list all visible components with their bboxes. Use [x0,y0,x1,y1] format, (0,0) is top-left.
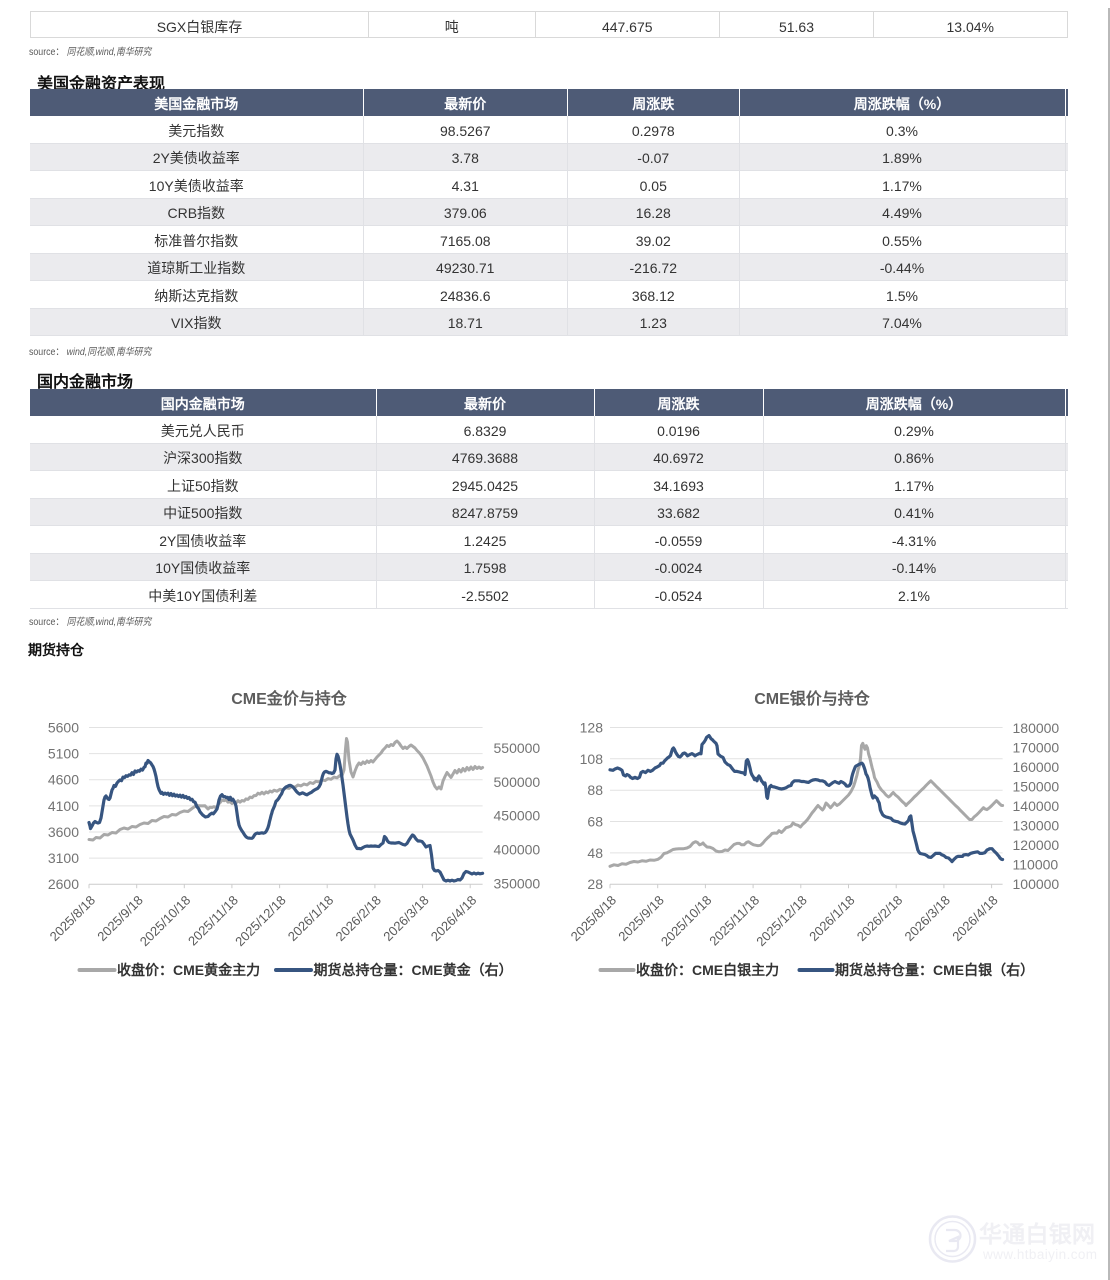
svg-text:28: 28 [587,876,603,892]
svg-text:2025/12/18: 2025/12/18 [232,893,289,950]
svg-text:170000: 170000 [1013,739,1060,755]
svg-text:CME银价与持仓: CME银价与持仓 [754,689,871,708]
svg-text:2026/2/18: 2026/2/18 [333,893,385,945]
svg-text:2025/8/18: 2025/8/18 [47,893,99,945]
svg-text:2025/10/18: 2025/10/18 [137,893,194,950]
svg-text:2025/8/18: 2025/8/18 [568,893,620,945]
svg-text:2026/4/18: 2026/4/18 [949,893,1001,945]
svg-text:88: 88 [587,782,603,798]
svg-text:108: 108 [580,751,604,767]
svg-text:2600: 2600 [48,876,79,892]
svg-text:www.htbaiyin.com: www.htbaiyin.com [982,1247,1097,1262]
svg-text:150000: 150000 [1013,779,1060,795]
svg-text:2025/12/18: 2025/12/18 [753,893,810,950]
svg-text:5100: 5100 [48,746,79,762]
svg-text:68: 68 [587,814,603,830]
svg-text:2026/1/18: 2026/1/18 [806,893,858,945]
svg-text:2026/3/18: 2026/3/18 [380,893,432,945]
svg-text:2026/4/18: 2026/4/18 [428,893,480,945]
svg-text:5600: 5600 [48,720,79,736]
svg-text:2025/10/18: 2025/10/18 [658,893,715,950]
svg-text:48: 48 [587,845,603,861]
svg-text:3600: 3600 [48,824,79,840]
svg-text:128: 128 [580,720,604,736]
svg-text:3100: 3100 [48,850,79,866]
svg-text:收盘价：CME白银主力: 收盘价：CME白银主力 [636,962,779,978]
svg-text:2026/3/18: 2026/3/18 [902,893,954,945]
svg-text:4100: 4100 [48,798,79,814]
svg-text:550000: 550000 [494,740,541,756]
svg-text:CME金价与持仓: CME金价与持仓 [231,689,348,708]
svg-text:110000: 110000 [1013,857,1059,873]
svg-text:期货总持仓量：CME黄金（右）: 期货总持仓量：CME黄金（右） [314,962,513,978]
svg-text:160000: 160000 [1013,759,1060,775]
svg-text:收盘价：CME黄金主力: 收盘价：CME黄金主力 [117,962,260,978]
svg-text:400000: 400000 [494,842,541,858]
svg-text:华通白银网: 华通白银网 [979,1221,1095,1247]
svg-text:4600: 4600 [48,772,79,788]
svg-text:2026/1/18: 2026/1/18 [285,893,337,945]
svg-text:100000: 100000 [1013,876,1060,892]
svg-text:2026/2/18: 2026/2/18 [854,893,906,945]
svg-text:期货总持仓量：CME白银（右）: 期货总持仓量：CME白银（右） [835,962,1034,978]
svg-text:500000: 500000 [494,774,541,790]
svg-text:140000: 140000 [1013,798,1060,814]
svg-text:120000: 120000 [1013,837,1060,853]
svg-text:180000: 180000 [1013,720,1060,736]
svg-text:450000: 450000 [494,808,541,824]
svg-text:350000: 350000 [494,876,541,892]
svg-text:130000: 130000 [1013,818,1060,834]
